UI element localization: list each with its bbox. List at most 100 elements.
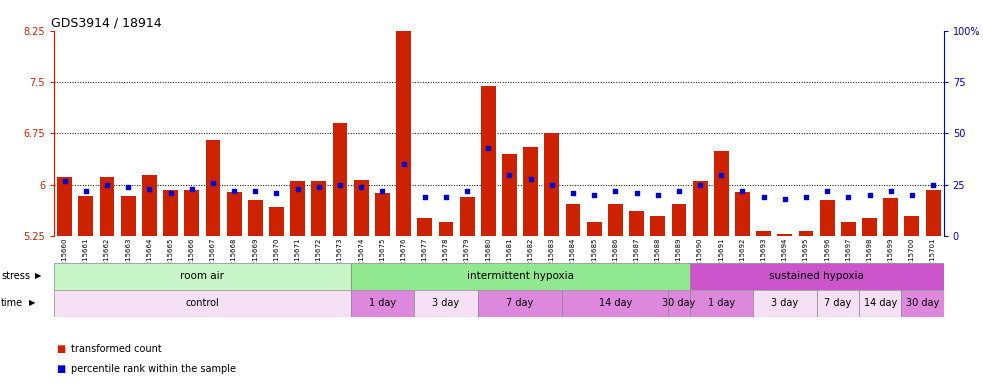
Bar bbox=[753, 290, 817, 317]
Point bbox=[671, 188, 687, 194]
Point bbox=[819, 188, 835, 194]
Point bbox=[714, 171, 729, 177]
Point bbox=[120, 184, 136, 190]
Bar bbox=[693, 181, 708, 236]
Point bbox=[692, 182, 708, 188]
Point bbox=[586, 192, 602, 198]
Bar bbox=[778, 234, 792, 236]
Text: 7 day: 7 day bbox=[824, 298, 851, 308]
Text: 14 day: 14 day bbox=[863, 298, 896, 308]
Point bbox=[650, 192, 665, 198]
Text: transformed count: transformed count bbox=[71, 344, 161, 354]
Bar bbox=[396, 17, 411, 236]
Point bbox=[544, 182, 559, 188]
Text: sustained hypoxia: sustained hypoxia bbox=[769, 271, 864, 281]
Point bbox=[481, 145, 496, 151]
Point bbox=[607, 188, 623, 194]
Bar bbox=[562, 290, 668, 317]
Point bbox=[523, 175, 539, 182]
Text: percentile rank within the sample: percentile rank within the sample bbox=[71, 364, 236, 374]
Text: control: control bbox=[186, 298, 219, 308]
Bar bbox=[290, 181, 305, 236]
Text: intermittent hypoxia: intermittent hypoxia bbox=[467, 271, 573, 281]
Text: room air: room air bbox=[180, 271, 224, 281]
Bar bbox=[354, 180, 369, 236]
Bar bbox=[163, 190, 178, 236]
Bar bbox=[54, 263, 351, 290]
Point bbox=[268, 190, 284, 196]
Bar bbox=[820, 200, 835, 236]
Point bbox=[904, 192, 920, 198]
Point bbox=[332, 182, 348, 188]
Point bbox=[142, 186, 157, 192]
Bar bbox=[668, 290, 689, 317]
Bar bbox=[798, 231, 813, 236]
Point bbox=[438, 194, 454, 200]
Point bbox=[226, 188, 242, 194]
Bar bbox=[460, 197, 475, 236]
Point bbox=[353, 184, 369, 190]
Bar bbox=[248, 200, 262, 236]
Bar bbox=[607, 204, 623, 236]
Bar bbox=[651, 216, 665, 236]
Bar bbox=[926, 190, 941, 236]
Point bbox=[840, 194, 856, 200]
Point bbox=[756, 194, 772, 200]
Bar bbox=[438, 222, 453, 236]
Bar bbox=[481, 86, 495, 236]
Point bbox=[565, 190, 581, 196]
Bar bbox=[904, 216, 919, 236]
Bar bbox=[185, 190, 200, 236]
Bar bbox=[587, 222, 602, 236]
Point bbox=[734, 188, 750, 194]
Bar bbox=[269, 207, 284, 236]
Bar bbox=[332, 123, 347, 236]
Bar bbox=[351, 263, 689, 290]
Bar bbox=[79, 197, 93, 236]
Bar bbox=[735, 192, 750, 236]
Bar bbox=[57, 177, 72, 236]
Text: GDS3914 / 18914: GDS3914 / 18914 bbox=[51, 17, 162, 30]
Text: 1 day: 1 day bbox=[369, 298, 396, 308]
Text: 30 day: 30 day bbox=[906, 298, 939, 308]
Bar bbox=[756, 231, 771, 236]
Bar bbox=[375, 193, 390, 236]
Point bbox=[396, 161, 412, 167]
Bar bbox=[671, 204, 686, 236]
Point bbox=[459, 188, 475, 194]
Bar bbox=[689, 263, 944, 290]
Point bbox=[777, 196, 792, 202]
Bar bbox=[121, 197, 136, 236]
Text: ■: ■ bbox=[56, 344, 65, 354]
Bar bbox=[901, 290, 944, 317]
Point bbox=[883, 188, 898, 194]
Point bbox=[184, 186, 200, 192]
Point bbox=[311, 184, 326, 190]
Bar bbox=[312, 181, 326, 236]
Point bbox=[163, 190, 179, 196]
Point bbox=[417, 194, 433, 200]
Bar bbox=[629, 211, 644, 236]
Text: 1 day: 1 day bbox=[708, 298, 735, 308]
Bar bbox=[862, 218, 877, 236]
Bar bbox=[714, 151, 728, 236]
Text: ■: ■ bbox=[56, 364, 65, 374]
Bar bbox=[859, 290, 901, 317]
Bar bbox=[840, 222, 856, 236]
Bar bbox=[565, 204, 580, 236]
Bar bbox=[205, 140, 220, 236]
Bar bbox=[351, 290, 414, 317]
Point bbox=[925, 182, 941, 188]
Point bbox=[629, 190, 645, 196]
Bar bbox=[418, 218, 433, 236]
Point bbox=[862, 192, 878, 198]
Bar bbox=[523, 147, 538, 236]
Text: ▶: ▶ bbox=[29, 298, 35, 307]
Bar bbox=[689, 290, 753, 317]
Bar bbox=[502, 154, 517, 236]
Text: 7 day: 7 day bbox=[506, 298, 534, 308]
Point bbox=[798, 194, 814, 200]
Point bbox=[290, 186, 306, 192]
Bar bbox=[54, 290, 351, 317]
Bar bbox=[142, 175, 157, 236]
